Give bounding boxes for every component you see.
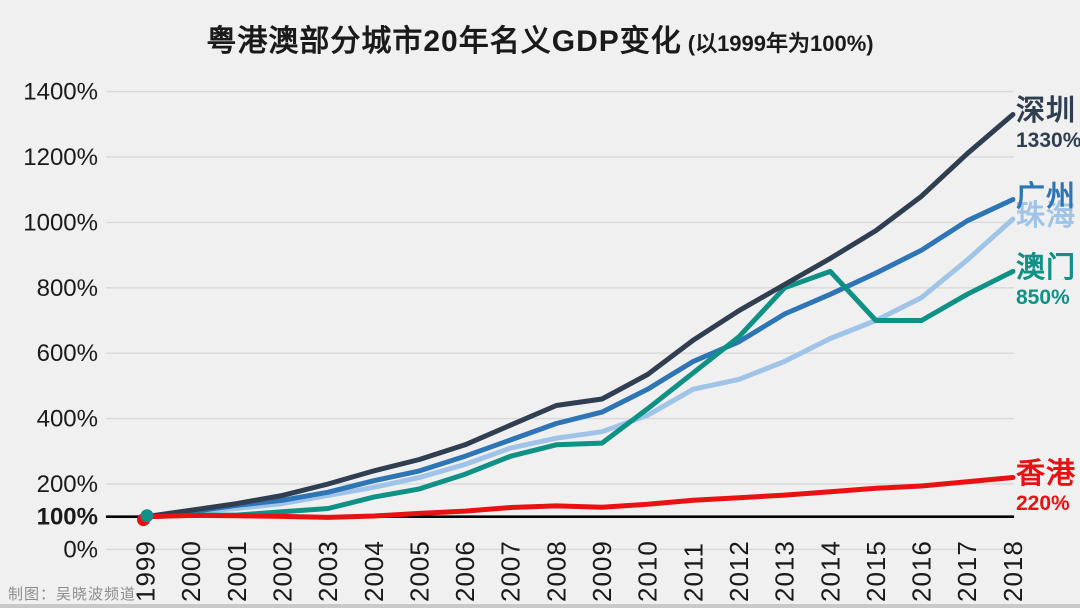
x-tick-label: 2009 <box>587 540 617 602</box>
y-tick-label: 400% <box>37 406 98 433</box>
x-tick-label: 2007 <box>496 540 526 602</box>
series-final-value-macau: 850% <box>1016 286 1070 310</box>
series-label-guangzhou: 广州 <box>1016 180 1077 213</box>
x-tick-label: 2004 <box>359 540 389 602</box>
x-tick-label: 2017 <box>952 540 982 602</box>
x-tick-label: 2008 <box>541 540 571 602</box>
y-tick-label: 1000% <box>23 209 98 236</box>
series-final-value-shenzhen: 1330% <box>1016 129 1080 153</box>
series-name-zhuhai: 珠海 <box>1016 200 1077 233</box>
x-tick-label: 2005 <box>404 540 434 602</box>
x-tick-label: 2003 <box>313 540 343 602</box>
y-tick-label: 800% <box>37 275 98 302</box>
y-tick-label: 1400% <box>23 79 98 106</box>
series-name-macau: 澳门 <box>1016 252 1077 285</box>
x-tick-label: 2012 <box>724 540 754 602</box>
x-tick-label: 2016 <box>907 540 937 602</box>
y-tick-label: 200% <box>37 471 98 498</box>
y-tick-label: 1200% <box>23 144 98 171</box>
x-tick-label: 2018 <box>998 540 1028 602</box>
series-final-value-hongkong: 220% <box>1016 492 1070 516</box>
series-name-hongkong: 香港 <box>1016 458 1077 491</box>
y-tick-label: 600% <box>37 340 98 367</box>
series-line-hongkong <box>143 475 1016 520</box>
y-tick-label: 100% <box>37 504 98 531</box>
series-line-shenzhen <box>143 112 1016 520</box>
chart-title-subtitle: (以1999年为100%) <box>687 31 874 56</box>
series-label-zhuhai: 珠海 <box>1016 202 1076 231</box>
series-line-guangzhou <box>143 197 1016 520</box>
x-tick-label: 2011 <box>678 542 708 602</box>
x-tick-label: 2001 <box>222 540 252 602</box>
x-tick-label: 2006 <box>450 540 480 602</box>
x-tick-label: 2000 <box>176 540 206 602</box>
series-end-labels: 珠海 广州澳门 850% 深圳 1330% 香港 220% <box>1014 0 1080 608</box>
x-tick-label: 2014 <box>815 540 845 602</box>
credit-text: 制图：吴晓波频道 <box>8 586 137 603</box>
chart-title-main: 粤港澳部分城市20年名义GDP变化 <box>206 25 682 58</box>
series-name-shenzhen: 深圳 <box>1016 95 1077 128</box>
series-label-macau: 澳门 850% <box>1016 252 1077 310</box>
start-dot-teal <box>140 509 154 523</box>
series-line-zhuhai <box>143 216 1016 520</box>
x-tick-label: 1999 <box>131 540 161 602</box>
x-tick-label: 2002 <box>267 540 297 602</box>
x-tick-label: 2013 <box>770 540 800 602</box>
series-label-hongkong: 香港 220% <box>1016 458 1077 516</box>
x-tick-label: 2015 <box>861 540 891 602</box>
series-name-guangzhou: 广州 <box>1016 180 1077 213</box>
y-tick-label: 0% <box>63 536 98 563</box>
chart-title: 粤港澳部分城市20年名义GDP变化 (以1999年为100%) <box>0 16 1080 60</box>
series-line-macau <box>143 268 1016 520</box>
bottom-edge-strip <box>0 604 1080 608</box>
series-label-shenzhen: 深圳 1330% <box>1016 95 1080 153</box>
x-tick-label: 2010 <box>633 540 663 602</box>
